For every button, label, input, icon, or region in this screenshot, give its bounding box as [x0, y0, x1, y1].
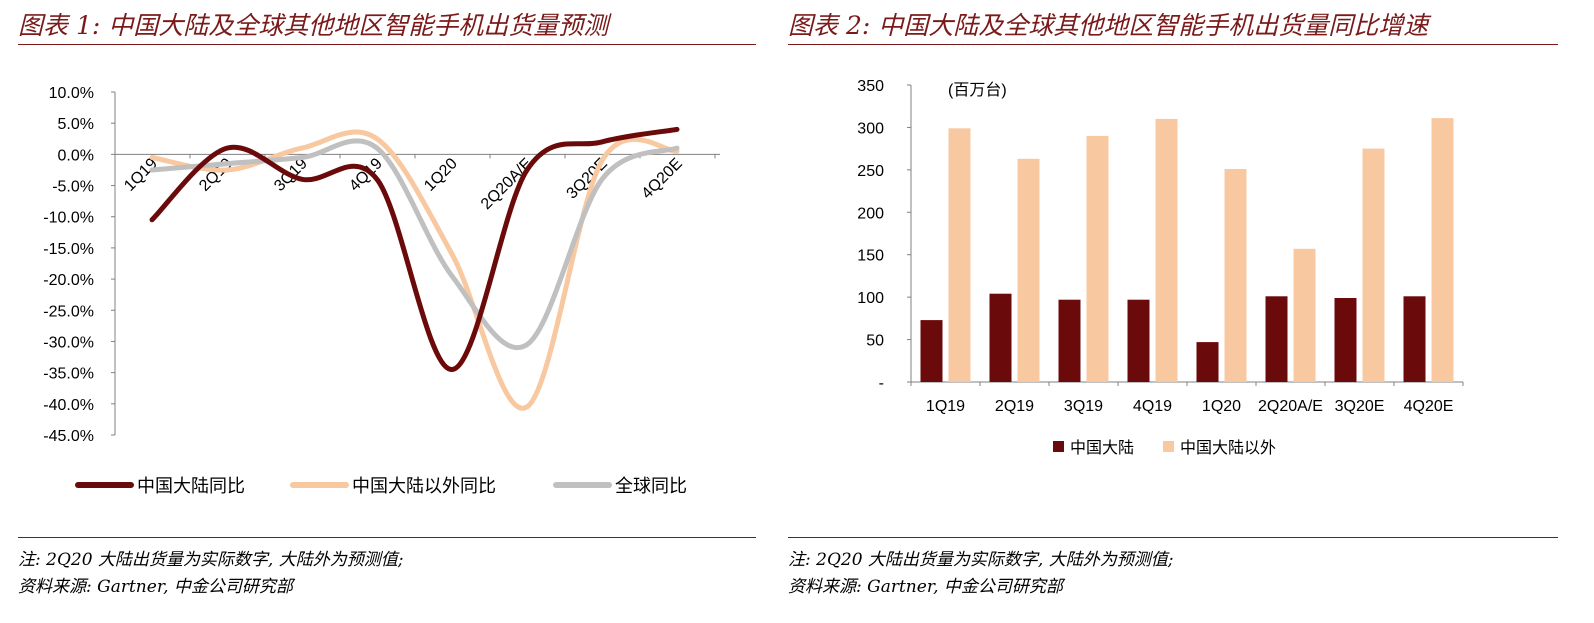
bar	[1334, 298, 1357, 382]
bar	[1362, 148, 1385, 382]
x-tick-label: 1Q19	[121, 155, 161, 195]
y-tick-label: 350	[857, 78, 884, 95]
y-tick-label: -25.0%	[43, 303, 94, 320]
series-line	[149, 129, 680, 411]
chart-title: 图表 1: 中国大陆及全球其他地区智能手机出货量预测	[18, 11, 609, 40]
y-tick-label: -35.0%	[43, 366, 94, 383]
legend-label: 全球同比	[615, 476, 687, 496]
title-divider	[788, 44, 1558, 45]
legend-label: 中国大陆以外同比	[352, 476, 496, 496]
y-tick-label: 150	[857, 248, 884, 265]
bar	[989, 293, 1012, 382]
legend-label: 中国大陆同比	[137, 476, 245, 496]
line-chart: 10.0% 5.0% 0.0% -5.0% -10.0% -15.0% -20.0% -25.…	[43, 85, 720, 496]
x-tick-label: 4Q20E	[1404, 398, 1454, 415]
bar	[948, 128, 971, 382]
x-tick-label: 3Q19	[1064, 398, 1103, 415]
bar	[1196, 342, 1219, 382]
x-tick-label: 4Q19	[1133, 398, 1172, 415]
y-tick-label: -20.0%	[43, 272, 94, 289]
footer-divider	[788, 537, 1558, 538]
y-tick-label: -10.0%	[43, 210, 94, 227]
y-tick-label: -45.0%	[43, 428, 94, 445]
bar	[1224, 169, 1247, 382]
footer-divider	[18, 537, 756, 538]
y-tick-label: -40.0%	[43, 397, 94, 414]
legend-label: 中国大陆以外	[1180, 439, 1276, 457]
y-tick-label: -	[879, 375, 884, 392]
title-divider	[18, 44, 756, 45]
bar	[1017, 158, 1040, 382]
bar	[1086, 135, 1109, 382]
x-tick-label: 2Q20A/E	[1258, 398, 1323, 415]
legend-swatch	[1053, 441, 1064, 452]
y-tick-label: 0.0%	[58, 147, 94, 164]
bar	[920, 320, 943, 382]
series-line	[149, 138, 680, 350]
bar	[1293, 248, 1316, 382]
x-tick-label: 2Q20A/E	[478, 155, 536, 213]
bar	[1265, 296, 1288, 382]
x-tick-label: 4Q20E	[639, 155, 686, 202]
bar	[1155, 118, 1178, 383]
footnote: 注: 2Q20 大陆出货量为实际数字, 大陆外为预测值;	[788, 550, 1174, 570]
unit-label: (百万台)	[948, 81, 1007, 99]
y-tick-label: 100	[857, 290, 884, 307]
source-note: 资料来源: Gartner, 中金公司研究部	[788, 577, 1063, 597]
source-note: 资料来源: Gartner, 中金公司研究部	[18, 577, 293, 597]
bar	[1058, 299, 1081, 382]
y-tick-label: -5.0%	[52, 179, 94, 196]
chart-title: 图表 2: 中国大陆及全球其他地区智能手机出货量同比增速	[788, 11, 1429, 40]
y-tick-label: 250	[857, 163, 884, 180]
left-chart-panel: 图表 1: 中国大陆及全球其他地区智能手机出货量预测 10.0% 5.0% 0.0%…	[0, 0, 760, 623]
y-tick-label: -15.0%	[43, 241, 94, 258]
bar	[1431, 118, 1454, 382]
series-line	[149, 126, 680, 373]
x-tick-label: 3Q20E	[1335, 398, 1385, 415]
right-chart-panel: 图表 2: 中国大陆及全球其他地区智能手机出货量同比增速 350 300 250 20…	[788, 0, 1594, 623]
x-tick-label: 1Q19	[926, 398, 965, 415]
bar-chart: 350 300 250 200 150 100 50 - (百万台) 1Q19 2Q19 3Q19 4Q…	[857, 78, 1464, 457]
x-tick-label: 1Q20	[1202, 398, 1241, 415]
x-tick-label: 1Q20	[421, 155, 461, 195]
y-tick-label: 200	[857, 205, 884, 222]
y-tick-label: 10.0%	[49, 85, 94, 102]
footnote: 注: 2Q20 大陆出货量为实际数字, 大陆外为预测值;	[18, 550, 404, 570]
y-tick-label: 300	[857, 120, 884, 137]
y-tick-label: -30.0%	[43, 334, 94, 351]
bar	[1127, 299, 1150, 382]
legend-swatch	[1163, 441, 1174, 452]
x-tick-label: 4Q19	[346, 155, 386, 195]
legend-label: 中国大陆	[1070, 439, 1134, 457]
y-tick-label: 50	[866, 333, 884, 350]
y-tick-label: 5.0%	[58, 116, 94, 133]
bar	[1403, 296, 1426, 382]
x-tick-label: 2Q19	[995, 398, 1034, 415]
